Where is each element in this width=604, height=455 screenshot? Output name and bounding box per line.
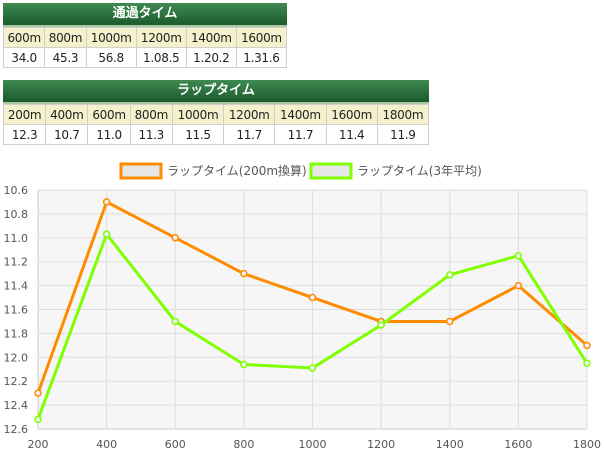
data-point <box>34 415 42 424</box>
y-tick-label: 11.8 <box>4 327 29 340</box>
data-point <box>583 341 591 350</box>
passing-time-header-cell: 1000m <box>85 27 137 48</box>
y-tick-label: 11.6 <box>4 304 29 317</box>
passing-time-header-cell: 1600m <box>235 27 288 48</box>
data-point <box>102 230 111 238</box>
lap-time-table: 200m 400m 600m 800m 1000m 1200m 1400m 1600m 1800… <box>2 104 430 145</box>
passing-time-header-cell: 1200m <box>135 27 187 48</box>
y-tick-label: 11.4 <box>4 280 29 293</box>
x-tick-label: 400 <box>96 438 117 451</box>
passing-time-value-cell: 34.0 <box>2 47 46 68</box>
y-tick-label: 11.2 <box>4 256 29 269</box>
lap-time-header-cell: 600m <box>87 104 131 125</box>
data-point <box>171 317 179 326</box>
lap-time-header-cell: 1200m <box>223 104 276 125</box>
lap-time-header-cell: 1000m <box>171 104 225 125</box>
data-point <box>171 234 179 242</box>
lap-time-block: ラップタイム 200m 400m 600m 800m 1000m 1200m 1400m 16… <box>2 80 430 145</box>
lap-time-value-cell: 10.7 <box>45 124 89 145</box>
chart-series <box>34 198 591 424</box>
lap-time-value-cell: 11.4 <box>325 124 378 145</box>
passing-time-title: 通過タイム <box>3 3 287 27</box>
y-tick-label: 11.0 <box>4 232 29 245</box>
data-point <box>446 271 454 279</box>
y-tick-label: 10.8 <box>4 208 29 221</box>
series-2 <box>34 230 591 424</box>
passing-time-value-cell: 56.8 <box>85 47 137 68</box>
x-tick-label: 1600 <box>504 438 532 451</box>
chart-legend: ラップタイム(200m換算) ラップタイム(3年平均) <box>119 162 482 180</box>
x-tick-label: 200 <box>28 438 49 451</box>
lap-time-chart: ラップタイム(200m換算) ラップタイム(3年平均) 10.610.811.01… <box>0 153 604 455</box>
passing-time-value-cell: 1.31.6 <box>235 47 288 68</box>
lap-time-value-cell: 11.0 <box>87 124 131 145</box>
data-point <box>240 269 248 278</box>
passing-time-header-cell: 800m <box>44 27 87 48</box>
data-point <box>514 281 523 290</box>
lap-time-value-cell: 11.5 <box>171 124 225 145</box>
x-tick-label: 1800 <box>573 438 601 451</box>
y-axis-ticks: 10.6 10.8 11.0 11.2 11.4 11.6 11.8 12.0 12.2 12.4… <box>4 184 29 436</box>
legend-item-1: ラップタイム(200m換算) <box>119 162 307 180</box>
passing-time-value-cell: 1.20.2 <box>185 47 237 68</box>
x-tick-label: 1200 <box>367 438 395 451</box>
data-point <box>583 359 591 368</box>
lap-time-header-cell: 200m <box>2 104 47 125</box>
x-axis-ticks: 200 400 600 800 1000 1200 1400 1600 1800 <box>28 438 602 451</box>
data-point <box>240 360 248 369</box>
legend-label: ラップタイム(200m換算) <box>167 163 307 178</box>
data-point <box>308 364 317 372</box>
passing-time-value-cell: 45.3 <box>44 47 87 68</box>
data-point <box>514 251 523 260</box>
lap-time-value-cell: 11.7 <box>223 124 276 145</box>
x-tick-label: 1400 <box>436 438 464 451</box>
lap-time-header-cell: 800m <box>129 104 173 125</box>
lap-time-header-cell: 1800m <box>376 104 430 125</box>
data-point <box>446 317 454 326</box>
y-tick-label: 12.2 <box>4 375 29 388</box>
lap-time-value-cell: 11.3 <box>129 124 173 145</box>
passing-time-block: 通過タイム 600m 800m 1000m 1200m 1400m 1600m 34.0 4… <box>2 3 288 68</box>
passing-time-header-cell: 1400m <box>185 27 237 48</box>
passing-time-header-cell: 600m <box>2 27 46 48</box>
lap-time-title: ラップタイム <box>3 80 429 104</box>
data-point <box>102 198 111 206</box>
lap-time-value-cell: 11.9 <box>376 124 430 145</box>
y-tick-label: 12.4 <box>4 399 29 412</box>
lap-time-header-cell: 1600m <box>325 104 378 125</box>
x-tick-label: 800 <box>233 438 254 451</box>
legend-swatch <box>119 162 163 180</box>
lap-time-value-cell: 12.3 <box>2 124 47 145</box>
y-tick-label: 12.6 <box>4 423 29 436</box>
data-point <box>308 293 317 302</box>
data-point <box>34 389 42 397</box>
legend-swatch <box>309 162 353 180</box>
data-point <box>377 321 385 329</box>
legend-label: ラップタイム(3年平均) <box>357 164 482 178</box>
y-tick-label: 12.0 <box>4 351 29 364</box>
lap-time-header-cell: 400m <box>45 104 89 125</box>
lap-time-header-cell: 1400m <box>274 104 327 125</box>
chart-grid <box>37 189 588 430</box>
series-1 <box>34 198 591 397</box>
lap-time-value-cell: 11.7 <box>274 124 327 145</box>
legend-item-2: ラップタイム(3年平均) <box>309 162 482 180</box>
y-tick-label: 10.6 <box>4 184 29 197</box>
passing-time-table: 600m 800m 1000m 1200m 1400m 1600m 34.0 45.3 56.… <box>2 27 288 68</box>
x-tick-label: 1000 <box>299 438 327 451</box>
x-tick-label: 600 <box>165 438 186 451</box>
passing-time-value-cell: 1.08.5 <box>135 47 187 68</box>
